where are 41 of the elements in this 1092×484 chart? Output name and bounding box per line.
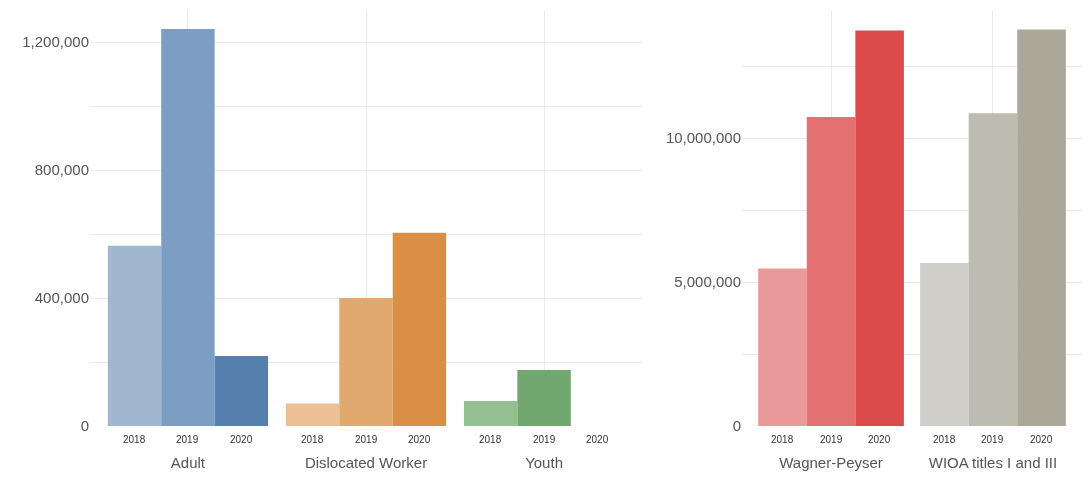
- text: 2019: [355, 434, 378, 445]
- y-tick-label: 10,000,000: [665, 129, 741, 147]
- y-tick-label: 5,000,000: [674, 273, 741, 291]
- bar: [920, 263, 969, 426]
- bar: [1017, 29, 1066, 426]
- text: 2018: [479, 434, 502, 445]
- x-tick-label: WIOA titles I and III: [928, 454, 1058, 471]
- x-tick-label: Wagner-Peyser: [779, 454, 883, 471]
- series-label: 2020: [868, 434, 891, 445]
- series-label: 2018: [771, 434, 794, 445]
- text: 2018: [301, 434, 324, 445]
- bar: [339, 298, 393, 426]
- series-label: 2020: [230, 434, 253, 445]
- series-label: 2019: [176, 434, 199, 445]
- text: 2020: [408, 434, 431, 445]
- y-tick-label: 0: [732, 417, 741, 435]
- bar: [855, 30, 904, 426]
- x-tick-label: Dislocated Worker: [304, 454, 428, 471]
- y-tick-label: 0: [80, 417, 89, 435]
- text: 2020: [1030, 434, 1053, 445]
- text: 2019: [533, 434, 556, 445]
- bar: [214, 355, 269, 426]
- y-tick-label: 400,000: [34, 289, 89, 307]
- x-tick-label: Youth: [525, 454, 563, 471]
- text: 2020: [586, 434, 609, 445]
- bar: [758, 268, 807, 426]
- y-tick-label: 800,000: [34, 161, 89, 179]
- text: 2018: [933, 434, 956, 445]
- bar: [968, 113, 1018, 426]
- bar: [806, 117, 856, 426]
- bar: [463, 401, 518, 426]
- series-label: 2019: [820, 434, 843, 445]
- y-tick-label: 1,200,000: [22, 33, 89, 51]
- bar: [285, 403, 340, 426]
- bar: [392, 232, 447, 426]
- bar: [107, 245, 162, 426]
- bar: [161, 28, 215, 426]
- x-tick-label: Adult: [170, 454, 206, 471]
- text: 2019: [981, 434, 1004, 445]
- bar: [517, 370, 571, 426]
- series-label: 2018: [123, 434, 146, 445]
